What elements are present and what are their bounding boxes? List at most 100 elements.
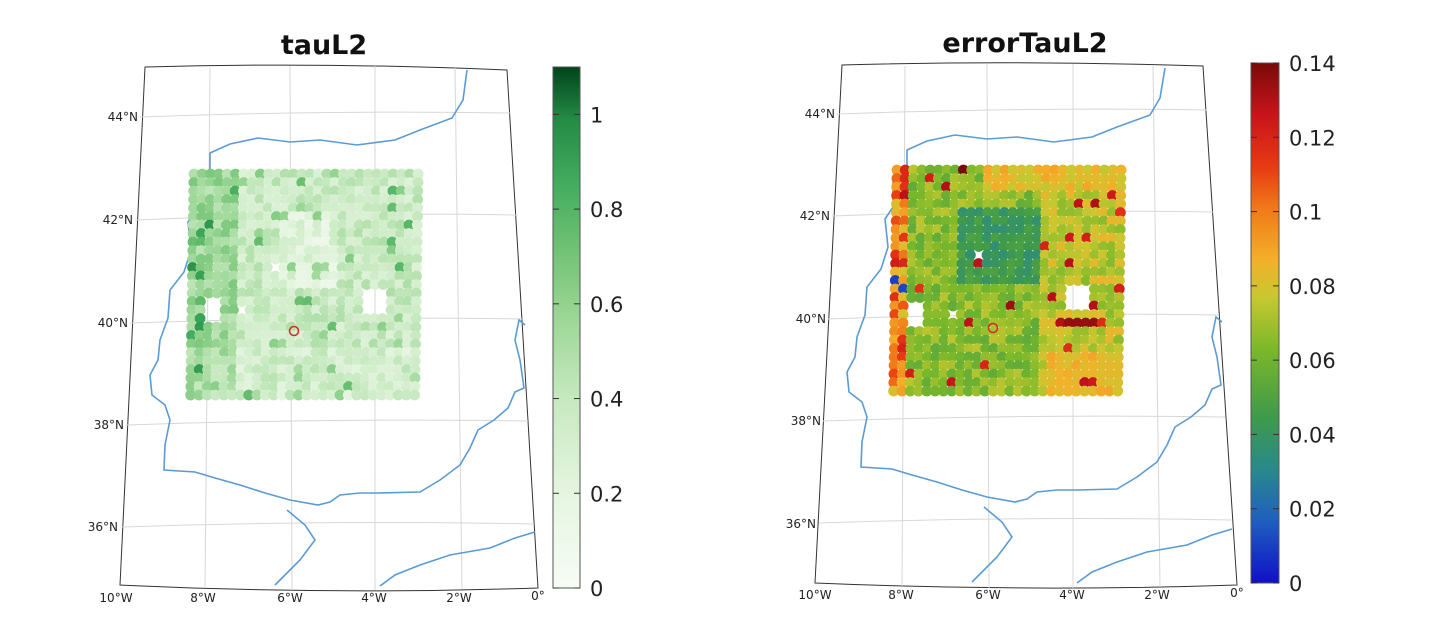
data-point — [1079, 368, 1091, 380]
data-point — [411, 219, 423, 231]
data-point — [260, 347, 272, 358]
data-point — [1063, 334, 1075, 346]
data-point — [194, 313, 206, 324]
data-point — [287, 185, 299, 197]
data-point — [336, 245, 348, 256]
data-point — [949, 198, 960, 210]
data-point — [393, 330, 405, 341]
data-point — [915, 232, 927, 244]
data-point — [361, 253, 373, 265]
data-point — [1107, 173, 1119, 184]
data-point — [896, 377, 908, 388]
data-point — [361, 279, 372, 290]
data-point — [219, 321, 231, 333]
data-point — [1065, 207, 1076, 218]
data-point — [301, 381, 313, 392]
data-point — [218, 381, 230, 392]
data-point — [1115, 207, 1126, 218]
data-point — [394, 304, 405, 316]
data-point — [394, 287, 406, 299]
data-point — [971, 385, 982, 397]
data-point — [1071, 351, 1083, 363]
data-point — [304, 211, 315, 222]
data-point — [362, 185, 374, 197]
data-point — [1063, 317, 1075, 329]
data-point — [1113, 343, 1124, 354]
data-point — [302, 321, 314, 333]
data-point — [1040, 207, 1052, 218]
data-point — [237, 245, 249, 256]
data-point — [343, 381, 354, 392]
data-point — [1073, 190, 1085, 201]
data-point — [954, 377, 966, 388]
data-point — [201, 389, 213, 401]
data-point — [931, 258, 943, 269]
data-point — [981, 266, 993, 278]
data-point — [947, 292, 959, 303]
data-point — [210, 347, 222, 358]
data-point — [337, 194, 349, 205]
data-point — [411, 228, 423, 239]
data-point — [344, 287, 356, 299]
data-point — [238, 177, 250, 188]
data-point — [270, 228, 282, 239]
data-point — [396, 177, 407, 188]
data-point — [202, 330, 214, 341]
data-point — [1056, 249, 1068, 261]
data-point — [368, 381, 379, 392]
data-point — [938, 360, 950, 371]
data-point — [907, 224, 919, 235]
data-point — [1021, 334, 1033, 346]
data-point — [229, 185, 241, 197]
data-point — [236, 287, 248, 299]
data-point — [196, 219, 207, 231]
data-point — [1021, 326, 1033, 337]
data-point — [344, 262, 356, 273]
data-point — [980, 334, 992, 346]
data-point — [304, 219, 315, 231]
data-point — [947, 317, 959, 329]
data-point — [931, 275, 943, 286]
data-point — [211, 287, 223, 299]
data-point — [403, 228, 415, 239]
panel-taul2: tauL2 44°N 42°N 40°N 38°N 36°N — [88, 30, 624, 605]
data-point — [295, 219, 307, 231]
data-point — [344, 270, 356, 282]
data-point — [948, 258, 960, 269]
data-point — [301, 364, 313, 375]
data-point — [395, 228, 406, 239]
data-point — [1064, 241, 1076, 252]
data-point — [294, 330, 305, 341]
data-point — [202, 338, 214, 350]
data-point — [965, 207, 977, 218]
data-point — [412, 177, 424, 188]
data-point — [254, 177, 266, 188]
data-point — [410, 347, 421, 358]
data-point — [376, 347, 388, 358]
data-point — [270, 219, 282, 231]
data-point — [218, 355, 230, 367]
data-point — [187, 262, 199, 273]
data-point — [218, 364, 230, 375]
data-point — [261, 304, 272, 316]
data-point — [1031, 215, 1043, 227]
data-point — [933, 173, 944, 184]
data-point — [1097, 283, 1109, 295]
data-point — [1081, 207, 1093, 218]
data-point — [890, 224, 902, 235]
data-point — [989, 300, 1000, 312]
data-point — [362, 202, 374, 214]
data-point — [212, 211, 224, 222]
data-point — [1038, 317, 1050, 329]
data-point — [236, 279, 248, 290]
data-point — [921, 377, 933, 388]
data-point — [1047, 266, 1059, 278]
data-point — [916, 173, 928, 184]
data-point — [293, 381, 304, 392]
data-point — [1006, 258, 1018, 269]
lat-tick-labels: 44°N 42°N 40°N 38°N 36°N — [88, 110, 138, 534]
data-point — [261, 321, 272, 333]
data-point — [251, 372, 263, 384]
data-point — [1095, 385, 1107, 397]
data-point — [1080, 317, 1091, 329]
